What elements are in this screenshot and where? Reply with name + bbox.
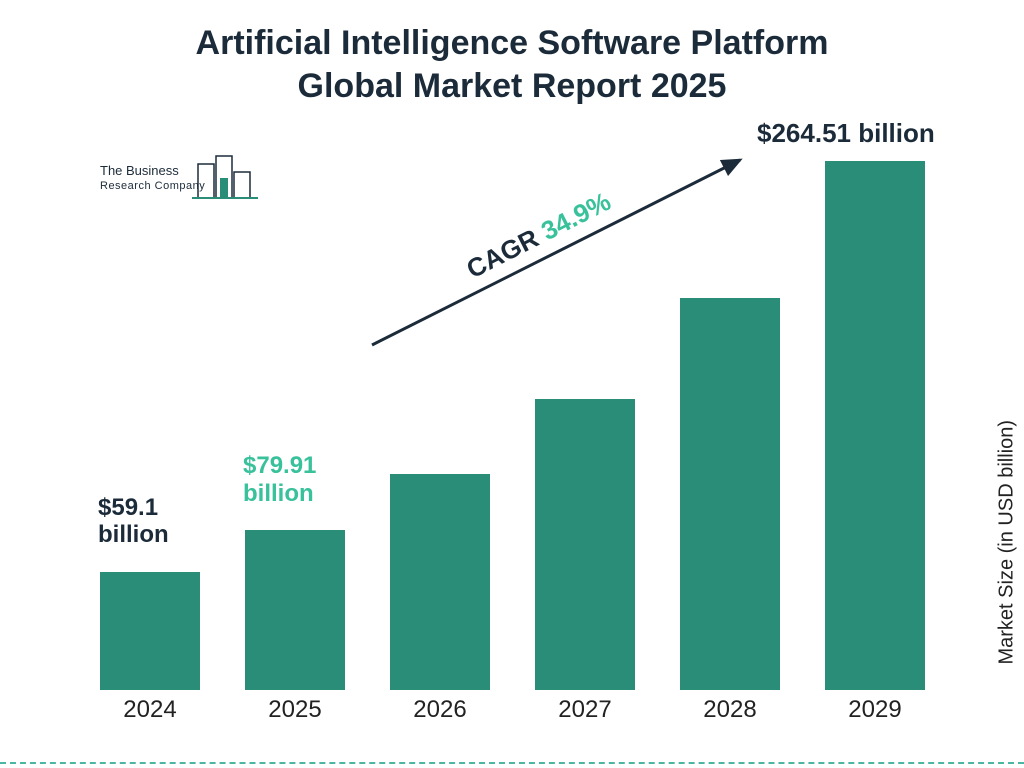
bar-2028 xyxy=(680,298,780,690)
x-label-2026: 2026 xyxy=(413,696,466,724)
bar-chart xyxy=(100,130,930,690)
x-label-2024: 2024 xyxy=(123,696,176,724)
y-axis-label: Market Size (in USD billion) xyxy=(996,420,1019,665)
page-root: Artificial Intelligence Software Platfor… xyxy=(0,0,1024,768)
value-2024-unit: billion xyxy=(98,521,169,548)
bar-2029 xyxy=(825,161,925,690)
title-line-1: Artificial Intelligence Software Platfor… xyxy=(196,24,829,62)
chart-title: Artificial Intelligence Software Platfor… xyxy=(0,22,1024,107)
value-2024-amount: $59.1 xyxy=(98,494,158,521)
bar-2026 xyxy=(390,474,490,690)
x-label-2027: 2027 xyxy=(558,696,611,724)
bar-2025 xyxy=(245,530,345,690)
bar-2024 xyxy=(100,572,200,690)
title-line-2: Global Market Report 2025 xyxy=(298,67,727,105)
value-2025-unit: billion xyxy=(243,480,314,507)
bar-2027 xyxy=(535,399,635,690)
x-label-2028: 2028 xyxy=(703,696,756,724)
value-2029-amount: $264.51 billion xyxy=(757,118,935,148)
x-axis: 202420252026202720282029 xyxy=(100,690,930,720)
value-2025-amount: $79.91 xyxy=(243,452,316,479)
value-label-2029: $264.51 billion xyxy=(757,119,935,149)
footer-dashed-line xyxy=(0,762,1024,764)
value-label-2025: $79.91 billion xyxy=(243,452,316,507)
x-label-2025: 2025 xyxy=(268,696,321,724)
value-label-2024: $59.1 billion xyxy=(98,494,169,549)
x-label-2029: 2029 xyxy=(848,696,901,724)
